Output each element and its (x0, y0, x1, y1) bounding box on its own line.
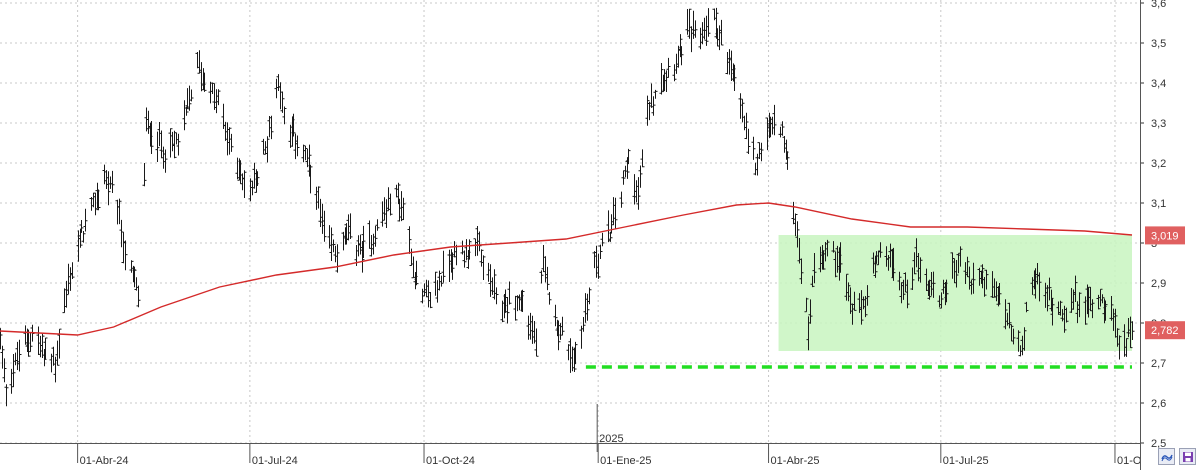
price-tag-label: 3,019 (1151, 230, 1179, 242)
y-tick-label: 2,7 (1151, 358, 1166, 370)
x-tick-label: 01-Jul-25 (943, 455, 989, 467)
y-tick-label: 3,4 (1151, 78, 1166, 90)
ohlc-bars (0, 7, 1135, 407)
y-tick-label: 3,6 (1151, 0, 1166, 10)
price-tag-bg (1145, 321, 1185, 340)
x-tick-label: 01-Abr-24 (80, 455, 129, 467)
price-tag: 3,019 (1145, 226, 1185, 245)
price-tags: 3,019 2,782 (1145, 226, 1185, 340)
moving-average-layer (0, 202, 1133, 336)
x-tick-label: 01-O (1117, 455, 1142, 467)
y-tick-label: 3,3 (1151, 118, 1166, 130)
y-tick-label: 2,5 (1151, 438, 1166, 450)
y-tick-label: 2,9 (1151, 278, 1166, 290)
x-tick-label: 01-Jul-24 (252, 455, 298, 467)
save-icon[interactable] (1179, 448, 1196, 465)
x-tick-label: 01-Abr-25 (771, 455, 820, 467)
grid (0, 0, 1140, 444)
y-tick-label: 3,5 (1151, 38, 1166, 50)
price-tag-bg (1145, 226, 1185, 245)
y-tick-label: 3,1 (1151, 198, 1166, 210)
x-tick-label: 01-Ene-25 (600, 455, 651, 467)
range-box-layer (778, 235, 1132, 351)
wave-icon[interactable] (1158, 448, 1175, 465)
y-tick-label: 3,2 (1151, 158, 1166, 170)
moving-average-line (0, 202, 1133, 336)
axes: 2,52,62,72,82,933,13,23,33,43,53,601-Abr… (0, 0, 1166, 470)
price-tag-label: 2,782 (1151, 325, 1179, 337)
price-tag: 2,782 (1145, 321, 1185, 340)
y-tick-label: 2,6 (1151, 398, 1166, 410)
x-tick-label: 01-Oct-24 (426, 455, 475, 467)
year-marker-label: 2025 (599, 433, 623, 445)
range-box (778, 235, 1132, 351)
price-bars (0, 7, 1135, 407)
